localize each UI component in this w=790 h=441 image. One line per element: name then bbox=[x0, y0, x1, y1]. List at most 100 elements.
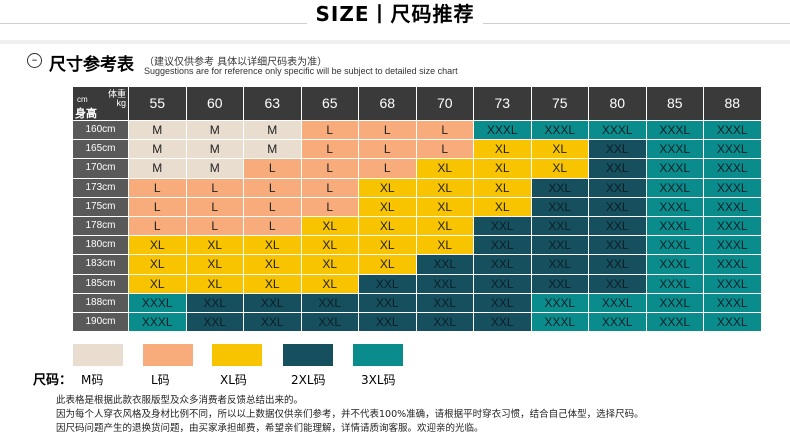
size-cell: M bbox=[129, 121, 186, 140]
weight-header: 60 bbox=[186, 87, 243, 120]
legend-swatch-l bbox=[143, 344, 193, 366]
size-cell: L bbox=[359, 121, 416, 140]
size-cell: XXL bbox=[531, 217, 588, 236]
size-cell: XXXL bbox=[704, 140, 761, 159]
size-cell: XXL bbox=[531, 236, 588, 255]
height-header: 178cm bbox=[73, 217, 128, 236]
size-cell: L bbox=[186, 178, 243, 197]
size-cell: L bbox=[359, 159, 416, 178]
size-cell: XXL bbox=[589, 255, 646, 274]
corner-weight-label: 体重 bbox=[107, 89, 126, 99]
height-header: 173cm bbox=[73, 178, 128, 197]
size-cell: XXL bbox=[531, 255, 588, 274]
size-cell: XXL bbox=[474, 255, 531, 274]
size-cell: XXXL bbox=[531, 121, 588, 140]
table-corner: cm 体重 kg 身高 bbox=[73, 87, 128, 120]
size-cell: XXXL bbox=[129, 313, 186, 332]
size-cell: XXXL bbox=[646, 159, 703, 178]
size-cell: XXXL bbox=[646, 255, 703, 274]
legend-label-xxxl: 3XL码 bbox=[361, 373, 396, 387]
size-cell: L bbox=[186, 217, 243, 236]
size-cell: XL bbox=[244, 274, 301, 293]
size-cell: M bbox=[186, 121, 243, 140]
legend-swatch-xxxl bbox=[353, 344, 403, 366]
size-cell: L bbox=[416, 140, 473, 159]
corner-kg: kg bbox=[116, 98, 126, 108]
size-cell: XXL bbox=[589, 236, 646, 255]
size-cell: XXL bbox=[186, 313, 243, 332]
height-header: 190cm bbox=[73, 313, 128, 332]
size-cell: L bbox=[301, 159, 358, 178]
size-cell: XXXL bbox=[474, 121, 531, 140]
legend-label-m: M码 bbox=[81, 373, 104, 387]
size-cell: L bbox=[301, 178, 358, 197]
size-cell: XXXL bbox=[704, 159, 761, 178]
size-cell: XL bbox=[129, 274, 186, 293]
weight-header: 63 bbox=[244, 87, 301, 120]
size-cell: XL bbox=[474, 197, 531, 216]
size-cell: L bbox=[244, 217, 301, 236]
legend-label-xl: XL码 bbox=[220, 373, 247, 387]
size-cell: XL bbox=[244, 255, 301, 274]
size-cell: XXL bbox=[186, 293, 243, 312]
size-cell: XXXL bbox=[589, 121, 646, 140]
size-cell: XXL bbox=[416, 274, 473, 293]
legend-label: 尺码： bbox=[33, 373, 73, 388]
size-cell: XXL bbox=[301, 313, 358, 332]
size-cell: M bbox=[129, 140, 186, 159]
size-cell: XL bbox=[129, 255, 186, 274]
size-cell: XXL bbox=[244, 293, 301, 312]
size-cell: XL bbox=[531, 140, 588, 159]
size-cell: L bbox=[301, 140, 358, 159]
size-cell: L bbox=[416, 121, 473, 140]
size-cell: XL bbox=[301, 255, 358, 274]
size-cell: XL bbox=[359, 255, 416, 274]
size-cell: XXXL bbox=[646, 121, 703, 140]
size-cell: XXXL bbox=[589, 313, 646, 332]
weight-header: 88 bbox=[704, 87, 761, 120]
height-header: 165cm bbox=[73, 140, 128, 159]
size-cell: L bbox=[129, 197, 186, 216]
size-cell: XL bbox=[186, 255, 243, 274]
size-cell: XXXL bbox=[531, 313, 588, 332]
size-cell: XL bbox=[359, 178, 416, 197]
height-header: 170cm bbox=[73, 159, 128, 178]
size-cell: XL bbox=[474, 140, 531, 159]
size-cell: XXL bbox=[531, 197, 588, 216]
size-cell: XL bbox=[301, 217, 358, 236]
size-cell: XXL bbox=[589, 274, 646, 293]
section-note-en: Suggestions are for reference only speci… bbox=[144, 66, 458, 76]
size-cell: XXL bbox=[589, 140, 646, 159]
page-title: SIZE丨尺码推荐 bbox=[0, 0, 790, 30]
section-note-cn: （建议仅供参考 具体以详细尺码表为准） bbox=[144, 57, 328, 68]
legend-swatch-xxl bbox=[283, 344, 333, 366]
size-cell: XXL bbox=[359, 293, 416, 312]
size-cell: XL bbox=[359, 236, 416, 255]
size-cell: XL bbox=[186, 274, 243, 293]
size-cell: L bbox=[359, 140, 416, 159]
weight-header: 68 bbox=[359, 87, 416, 120]
size-cell: XXL bbox=[589, 178, 646, 197]
size-cell: XL bbox=[359, 217, 416, 236]
size-cell: XXL bbox=[474, 313, 531, 332]
size-cell: XXL bbox=[589, 197, 646, 216]
size-cell: XXL bbox=[474, 274, 531, 293]
size-cell: L bbox=[244, 178, 301, 197]
size-cell: M bbox=[129, 159, 186, 178]
size-cell: L bbox=[244, 197, 301, 216]
size-cell: L bbox=[244, 159, 301, 178]
size-cell: XL bbox=[244, 236, 301, 255]
size-cell: XL bbox=[416, 217, 473, 236]
size-cell: XL bbox=[129, 236, 186, 255]
size-cell: XXXL bbox=[704, 121, 761, 140]
size-cell: XXXL bbox=[646, 197, 703, 216]
size-cell: XXL bbox=[474, 293, 531, 312]
size-cell: XXL bbox=[589, 217, 646, 236]
legend-label-xxl: 2XL码 bbox=[291, 373, 326, 387]
size-cell: XXL bbox=[416, 255, 473, 274]
corner-weight: 体重 kg bbox=[108, 90, 126, 108]
size-cell: XL bbox=[474, 159, 531, 178]
weight-header: 75 bbox=[531, 87, 588, 120]
size-cell: L bbox=[129, 217, 186, 236]
size-cell: XXXL bbox=[704, 293, 761, 312]
